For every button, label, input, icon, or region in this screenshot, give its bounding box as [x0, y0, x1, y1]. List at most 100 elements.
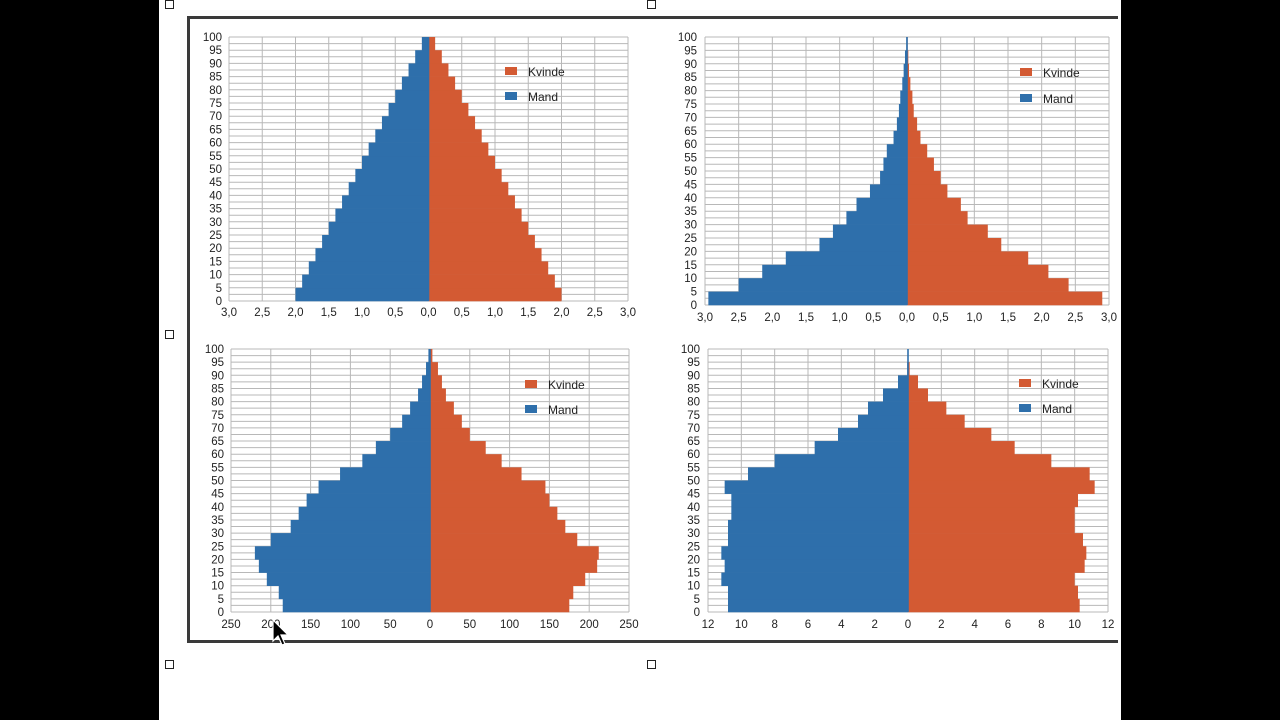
y-tick-label: 10 — [687, 581, 700, 593]
x-tick-label: 100 — [341, 619, 360, 631]
y-tick-label: 60 — [209, 138, 222, 150]
y-tick-label: 95 — [211, 357, 224, 369]
y-tick-label: 50 — [684, 166, 697, 178]
x-tick-label: 50 — [463, 619, 476, 631]
bar-kvinde — [428, 261, 549, 275]
x-tick-label: 1,0 — [966, 312, 982, 324]
bar-kvinde — [908, 480, 1095, 494]
bar-mand — [904, 50, 907, 65]
selection-handle[interactable] — [647, 0, 656, 9]
bar-kvinde — [907, 264, 1049, 279]
y-tick-label: 100 — [678, 32, 697, 44]
x-tick-label: 1,5 — [798, 312, 814, 324]
y-tick-label: 100 — [203, 32, 222, 44]
bar-mand — [708, 291, 907, 306]
bar-mand — [856, 197, 907, 212]
legend-label-kvinde: Kvinde — [528, 65, 565, 79]
y-tick-label: 80 — [684, 86, 697, 98]
legend-swatch-mand — [1020, 94, 1032, 102]
bar-kvinde — [430, 467, 522, 481]
bar-kvinde — [430, 585, 574, 600]
bar-kvinde — [908, 401, 947, 416]
x-tick-label: 10 — [1068, 619, 1081, 631]
bar-mand — [868, 401, 908, 416]
x-tick-label: 2,5 — [587, 307, 603, 319]
bar-mand — [774, 454, 908, 468]
bar-kvinde — [908, 572, 1075, 586]
bar-mand — [869, 184, 907, 199]
x-tick-label: 50 — [384, 619, 397, 631]
y-tick-label: 0 — [218, 607, 224, 619]
y-tick-label: 50 — [687, 476, 700, 488]
y-tick-label: 95 — [687, 357, 700, 369]
legend: Kvinde Mand — [505, 65, 565, 104]
bar-kvinde — [907, 278, 1069, 292]
selection-handle[interactable] — [165, 660, 174, 669]
selection-handle[interactable] — [647, 660, 656, 669]
x-tick-label: 2,5 — [1067, 312, 1083, 324]
bar-mand — [302, 274, 429, 289]
bar-mand — [348, 182, 429, 196]
bar-kvinde — [907, 184, 948, 199]
legend: Kvinde Mand — [1019, 377, 1079, 416]
y-tick-label: 0 — [216, 296, 222, 308]
x-tick-label: 2,0 — [288, 307, 304, 319]
bar-mand — [258, 559, 430, 573]
x-tick-label: 3,0 — [620, 307, 636, 319]
x-tick-label: 0 — [905, 619, 911, 631]
bars — [708, 37, 1103, 306]
selection-handle[interactable] — [165, 0, 174, 9]
bar-kvinde — [908, 559, 1085, 573]
legend-swatch-kvinde — [1019, 379, 1031, 387]
bar-kvinde — [428, 37, 436, 51]
bar-kvinde — [907, 251, 1029, 266]
x-tick-label: 10 — [735, 619, 748, 631]
bar-mand — [903, 63, 907, 78]
legend: Kvinde Mand — [525, 378, 585, 417]
y-tick-label: 70 — [687, 423, 700, 435]
bar-kvinde — [908, 493, 1078, 508]
bar-kvinde — [430, 375, 442, 389]
legend: Kvinde Mand — [1020, 66, 1080, 106]
y-tick-label: 30 — [687, 528, 700, 540]
bar-kvinde — [428, 142, 489, 157]
y-tick-label: 75 — [211, 410, 224, 422]
bar-mand — [898, 375, 908, 389]
bar-mand — [375, 129, 429, 143]
bar-mand — [328, 221, 429, 236]
bar-kvinde — [907, 90, 913, 105]
bar-mand — [318, 480, 430, 494]
x-tick-label: 2,0 — [554, 307, 570, 319]
bar-mand — [721, 572, 908, 586]
selection-handle[interactable] — [165, 330, 174, 339]
bar-mand — [896, 117, 907, 132]
y-tick-label: 0 — [691, 300, 697, 312]
x-tick-label: 3,0 — [697, 312, 713, 324]
y-tick-label: 20 — [209, 243, 222, 255]
y-tick-label: 70 — [209, 111, 222, 123]
y-tick-label: 15 — [209, 256, 222, 268]
bar-mand — [335, 208, 429, 223]
bar-mand — [886, 144, 907, 158]
bar-kvinde — [430, 519, 566, 534]
bar-mand — [266, 572, 430, 586]
bars — [721, 362, 1095, 613]
bar-kvinde — [428, 208, 522, 223]
x-tick-label: 6 — [805, 619, 811, 631]
bar-mand — [362, 454, 430, 468]
bar-kvinde — [430, 546, 599, 560]
x-tick-labels: 3,0 2,5 2,0 1,5 1,0 0,5 0,0 0,5 1,0 1,5 2,0 2,5 3,0 — [697, 312, 1117, 324]
bar-mand — [724, 480, 908, 494]
bar-kvinde — [908, 467, 1090, 481]
bar-kvinde — [428, 182, 509, 196]
legend-swatch-mand — [1019, 404, 1031, 412]
y-tick-label: 40 — [684, 193, 697, 205]
bar-kvinde — [428, 195, 515, 209]
x-tick-label: 250 — [619, 619, 638, 631]
bar-mand — [762, 264, 907, 279]
y-tick-label: 35 — [687, 515, 700, 527]
bar-kvinde — [428, 221, 529, 236]
bar-kvinde — [428, 63, 449, 77]
bar-kvinde — [908, 375, 918, 389]
